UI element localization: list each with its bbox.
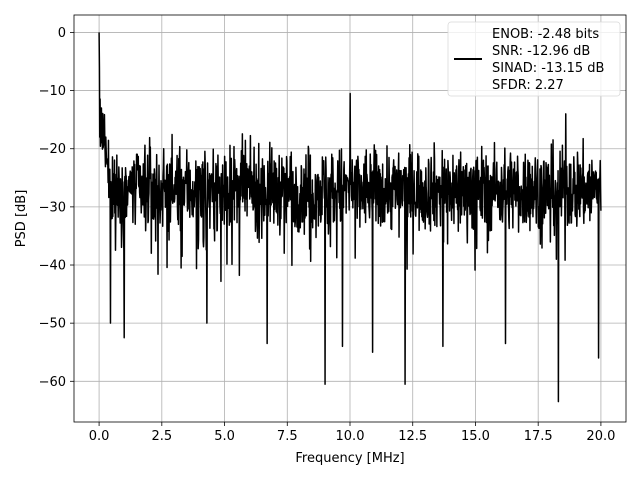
y-axis-label: PSD [dB] bbox=[14, 190, 29, 248]
y-tick-label: −30 bbox=[39, 200, 66, 215]
x-tick-label: 15.0 bbox=[461, 429, 490, 444]
x-axis-label: Frequency [MHz] bbox=[295, 451, 404, 466]
x-tick-label: 17.5 bbox=[524, 429, 553, 444]
y-tick-label: −20 bbox=[39, 142, 66, 157]
legend-sfdr: SFDR: 2.27 bbox=[492, 78, 564, 93]
x-tick-label: 10.0 bbox=[336, 429, 365, 444]
y-axis-ticks: 0 −10 −20 −30 −40 −50 −60 bbox=[39, 26, 74, 390]
psd-series-line bbox=[98, 32, 602, 403]
y-tick-label: −10 bbox=[39, 84, 66, 99]
x-tick-label: 0.0 bbox=[89, 429, 110, 444]
legend: ENOB: -2.48 bits SNR: -12.96 dB SINAD: -… bbox=[447, 21, 621, 97]
plot-area bbox=[98, 32, 602, 403]
x-tick-label: 2.5 bbox=[151, 429, 172, 444]
x-tick-label: 20.0 bbox=[586, 429, 615, 444]
x-tick-label: 7.5 bbox=[277, 429, 298, 444]
y-tick-label: −40 bbox=[39, 259, 66, 274]
x-tick-label: 12.5 bbox=[398, 429, 427, 444]
y-tick-label: −50 bbox=[39, 317, 66, 332]
legend-sinad: SINAD: -13.15 dB bbox=[492, 61, 604, 76]
legend-snr: SNR: -12.96 dB bbox=[492, 44, 590, 59]
y-tick-label: −60 bbox=[39, 375, 66, 390]
legend-box bbox=[447, 21, 621, 97]
x-axis-ticks: 0.0 2.5 5.0 7.5 10.0 12.5 15.0 17.5 20.0 bbox=[89, 422, 615, 444]
x-tick-label: 5.0 bbox=[214, 429, 235, 444]
y-tick-label: 0 bbox=[58, 26, 66, 41]
legend-enob: ENOB: -2.48 bits bbox=[492, 27, 599, 42]
